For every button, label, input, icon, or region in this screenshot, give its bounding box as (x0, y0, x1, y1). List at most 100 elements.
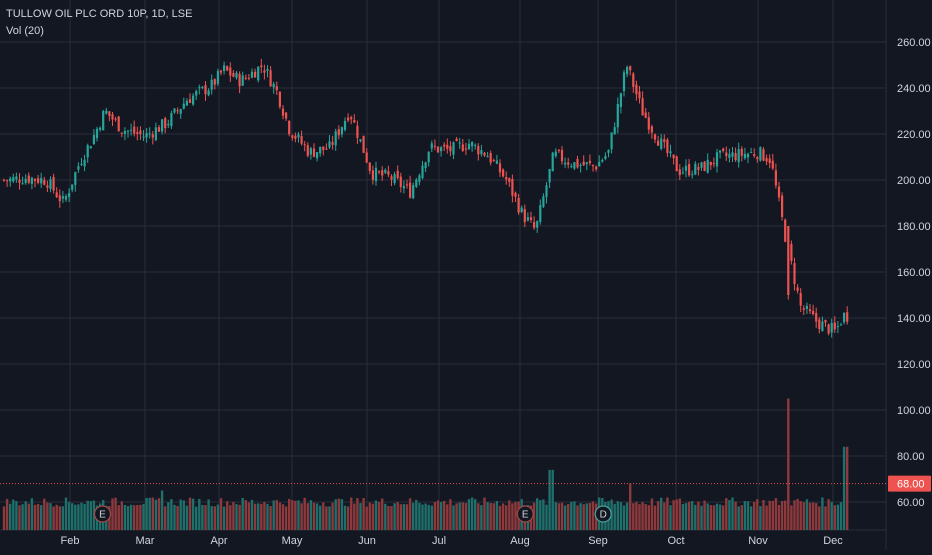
candle-body (657, 140, 660, 146)
volume-bar (728, 500, 731, 530)
volume-bar (660, 497, 663, 530)
event-marker[interactable] (516, 505, 534, 523)
volume-bar (21, 504, 24, 530)
candle-body (52, 176, 55, 191)
price-axis-label: 80.00 (897, 451, 925, 463)
volume-bar (201, 504, 204, 530)
event-marker[interactable] (93, 505, 112, 523)
candle-body (799, 293, 802, 306)
volume-bar (241, 498, 244, 530)
volume-bar (111, 498, 114, 530)
volume-bar (36, 504, 40, 530)
candle-body (133, 126, 136, 134)
candle-body (312, 148, 316, 157)
price-axis-label: 120.00 (897, 359, 931, 371)
candle-body (68, 192, 71, 197)
volume-bar (833, 505, 836, 530)
candle-body (489, 153, 492, 163)
price-axis-label: 140.00 (897, 313, 931, 325)
candle-body (40, 178, 43, 184)
volume-bar (49, 503, 52, 530)
candle-body (136, 132, 139, 134)
candle-body (164, 118, 167, 129)
volume-bar (749, 506, 753, 530)
volume-bar (216, 504, 220, 530)
volume-bar (687, 501, 691, 530)
volume-bars (2, 398, 849, 530)
candle-body (598, 161, 601, 167)
volume-bar (461, 502, 464, 530)
volume-bar (300, 503, 303, 530)
candle-body (216, 71, 219, 84)
volume-bar (222, 506, 226, 530)
candle-body (564, 162, 567, 165)
candle-body (55, 192, 58, 198)
volume-bar (126, 506, 130, 530)
candle-body (415, 179, 418, 187)
volume-bar (405, 504, 409, 530)
candle-body (244, 77, 247, 79)
candle-body (337, 129, 340, 136)
candle-body (836, 326, 839, 328)
candle-body (715, 152, 719, 167)
volume-bar (753, 501, 756, 530)
volume-bar (718, 504, 722, 530)
volume-bar (511, 503, 514, 530)
volume-bar (678, 498, 681, 530)
volume-bar (756, 499, 759, 530)
volume-bar (74, 504, 77, 530)
volume-bar (452, 505, 455, 530)
time-axis[interactable]: Feb Mar Apr May Jun Jul Aug Sep Oct Nov Dec (61, 535, 844, 547)
candle-body (319, 146, 322, 154)
candle-body (111, 114, 114, 120)
candle-body (161, 119, 164, 132)
candle-body (229, 67, 232, 76)
candle-body (374, 167, 378, 182)
candle-body (95, 128, 99, 139)
candle-body (712, 163, 715, 165)
candle-body (424, 162, 427, 169)
candle-body (688, 164, 691, 176)
candle-body (281, 108, 285, 116)
candle-body (684, 165, 688, 171)
volume-bar (167, 502, 170, 530)
volume-bar (281, 504, 285, 530)
volume-bar (260, 503, 263, 530)
price-axis[interactable]: 260.00 240.00 220.00 200.00 180.00 160.00 140.… (887, 0, 932, 550)
candle-body (579, 164, 582, 166)
volume-bar (474, 499, 477, 530)
symbol-title[interactable]: TULLOW OIL PLC ORD 10P, 1D, LSE (6, 8, 193, 20)
volume-bar (653, 505, 657, 530)
candle-body (833, 322, 836, 330)
volume-indicator-label[interactable]: Vol (20) (6, 25, 44, 37)
candle-body (74, 172, 77, 185)
candle-body (582, 161, 585, 166)
price-axis-background (887, 0, 932, 550)
volume-bar (458, 502, 461, 530)
candle-body (269, 70, 272, 87)
volume-bar (641, 502, 644, 530)
candle-body (309, 148, 312, 155)
candle-body (461, 144, 464, 151)
volume-bar (151, 497, 154, 530)
volume-bar (483, 497, 486, 530)
candle-body (182, 103, 185, 109)
volume-bar (588, 502, 592, 530)
volume-bar (334, 499, 337, 530)
candle-body (616, 103, 619, 128)
candle-body (130, 129, 133, 131)
event-marker[interactable] (594, 505, 612, 523)
volume-bar (629, 483, 632, 530)
candle-body (815, 312, 818, 322)
volume-bar (691, 501, 694, 530)
volume-bar (343, 505, 347, 530)
volume-bar (669, 505, 672, 530)
volume-bar (117, 505, 120, 530)
candle-body (681, 172, 684, 174)
candle-body (449, 146, 452, 152)
volume-bar (644, 503, 647, 530)
